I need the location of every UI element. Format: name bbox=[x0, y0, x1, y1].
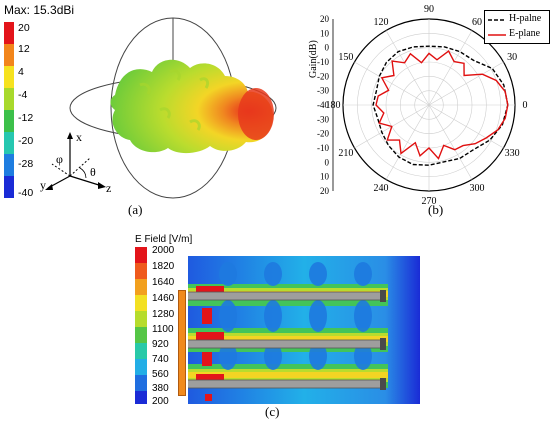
caption-c: (c) bbox=[265, 404, 280, 419]
efield-distribution bbox=[188, 256, 420, 404]
field-band-bottom bbox=[188, 364, 388, 388]
angle-tick-label: 270 bbox=[422, 196, 437, 207]
angle-tick-label: 90 bbox=[424, 4, 434, 15]
colorbar-a-label: -40 bbox=[18, 187, 34, 199]
polar-spoke bbox=[428, 104, 473, 180]
colorbar-a-label: 12 bbox=[18, 43, 30, 55]
feed-port bbox=[205, 394, 212, 401]
radial-tick-label: -30 bbox=[317, 86, 329, 96]
radial-tick-label: -40 bbox=[317, 100, 329, 110]
angle-tick-label: 0 bbox=[523, 100, 528, 111]
max-gain-label: Max: 15.3dBi bbox=[4, 3, 75, 17]
efield-title: E Field [V/m] bbox=[135, 234, 193, 245]
radial-tick-label: 10 bbox=[320, 28, 330, 38]
polar-spoke bbox=[428, 104, 504, 149]
colorbar-c-label: 200 bbox=[152, 396, 169, 407]
angle-tick-label: 150 bbox=[338, 52, 353, 63]
radial-tick-label: 20 bbox=[320, 14, 330, 24]
main-lobe-surface bbox=[110, 59, 274, 154]
colorbar-c-label: 740 bbox=[152, 354, 169, 365]
phi-label: φ bbox=[56, 152, 63, 166]
angle-tick-label: 30 bbox=[507, 52, 517, 63]
polar-gain-chart: 906030033030027024021018015012020100-10-… bbox=[317, 4, 528, 207]
colorbar-c-label: 2000 bbox=[152, 245, 175, 256]
radial-tick-label: -10 bbox=[317, 143, 329, 153]
colorbar-a bbox=[4, 22, 14, 198]
colorbar-a-label: -12 bbox=[18, 112, 34, 124]
colorbar-a-label: 20 bbox=[18, 22, 30, 34]
colorbar-c-label: 920 bbox=[152, 339, 169, 350]
series-line-e-plane bbox=[375, 50, 509, 160]
polar-spoke bbox=[354, 61, 430, 106]
y-axis-label: y bbox=[40, 178, 46, 192]
strip-middle bbox=[188, 339, 383, 349]
polar-spoke bbox=[385, 30, 430, 106]
angle-tick-label: 330 bbox=[505, 148, 520, 159]
polar-spoke bbox=[385, 104, 430, 180]
series-line-h-palne bbox=[372, 45, 509, 166]
polar-legend: H-palne E-plane bbox=[484, 10, 550, 44]
radiation-pattern-3d bbox=[69, 17, 277, 199]
colorbar-c-label: 1100 bbox=[152, 324, 174, 335]
colorbar-c-label: 380 bbox=[152, 383, 169, 394]
caption-b: (b) bbox=[428, 202, 444, 217]
colorbar-c-label: 1280 bbox=[152, 309, 175, 320]
radial-tick-label: -20 bbox=[317, 71, 329, 81]
caption-a: (a) bbox=[128, 202, 143, 217]
colorbar-c bbox=[135, 247, 147, 404]
colorbar-a-label: -20 bbox=[18, 135, 34, 147]
colorbar-c-label: 560 bbox=[152, 369, 169, 380]
radial-tick-label: -10 bbox=[317, 57, 329, 67]
colorbar-c-label: 1460 bbox=[152, 293, 175, 304]
strip-top bbox=[188, 291, 383, 301]
coordinate-axes bbox=[45, 132, 106, 190]
radial-tick-label: 0 bbox=[325, 43, 330, 53]
legend-e-plane: E-plane bbox=[509, 28, 541, 39]
colorbar-a-label: 4 bbox=[18, 66, 24, 78]
theta-label: θ bbox=[90, 165, 96, 179]
angle-tick-label: 210 bbox=[338, 148, 353, 159]
radial-tick-label: -30 bbox=[317, 114, 329, 124]
angle-tick-label: 300 bbox=[470, 183, 485, 194]
radial-tick-label: 0 bbox=[325, 157, 330, 167]
z-axis-label: z bbox=[106, 181, 112, 195]
colorbar-c-label: 1820 bbox=[152, 261, 175, 272]
polar-spoke bbox=[428, 61, 504, 106]
angle-tick-label: 240 bbox=[374, 183, 389, 194]
radial-tick-label: -20 bbox=[317, 129, 329, 139]
strip-bottom bbox=[188, 379, 383, 389]
polar-ylabel: Gain(dB) bbox=[308, 40, 319, 78]
x-axis-label: x bbox=[76, 130, 82, 144]
colorbar-c-label: 1640 bbox=[152, 277, 175, 288]
feed-line bbox=[178, 290, 186, 396]
angle-tick-label: 120 bbox=[374, 17, 389, 28]
colorbar-a-label: -28 bbox=[18, 158, 34, 170]
colorbar-a-label: -4 bbox=[18, 89, 28, 101]
angle-tick-label: 60 bbox=[472, 17, 482, 28]
legend-h-plane: H-palne bbox=[509, 13, 542, 24]
polar-spoke bbox=[428, 30, 473, 106]
radial-tick-label: 20 bbox=[320, 186, 330, 196]
radial-tick-label: 10 bbox=[320, 172, 330, 182]
